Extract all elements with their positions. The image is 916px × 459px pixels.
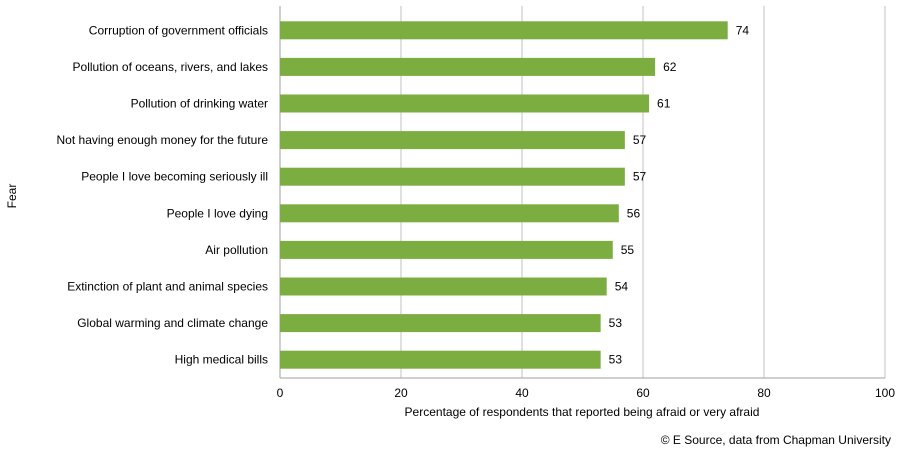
data-label: 61 (657, 97, 671, 111)
category-label: People I love becoming seriously ill (81, 170, 268, 184)
x-tick-label: 0 (277, 386, 284, 400)
data-label: 62 (663, 60, 677, 74)
bar (280, 167, 625, 186)
bar (280, 350, 601, 369)
x-tick-label: 60 (636, 386, 650, 400)
bar (280, 131, 625, 150)
data-label: 57 (633, 170, 647, 184)
bar (280, 204, 619, 223)
data-label: 57 (633, 133, 647, 147)
category-label: Air pollution (205, 243, 268, 257)
bar (280, 240, 613, 259)
x-tick-label: 80 (757, 386, 771, 400)
bar (280, 277, 607, 296)
x-axis-label: Percentage of respondents that reported … (405, 405, 760, 419)
x-tick-label: 20 (394, 386, 408, 400)
bar (280, 21, 728, 40)
data-label: 53 (609, 353, 623, 367)
category-label: Pollution of drinking water (131, 97, 268, 111)
category-label: Extinction of plant and animal species (67, 280, 268, 294)
category-label: Corruption of government officials (89, 23, 268, 37)
category-label: Not having enough money for the future (57, 133, 269, 147)
bar (280, 57, 656, 76)
category-label: High medical bills (175, 353, 268, 367)
bar (280, 314, 601, 333)
x-tick-label: 40 (515, 386, 529, 400)
data-label: 54 (615, 280, 629, 294)
category-label: Pollution of oceans, rivers, and lakes (73, 60, 268, 74)
category-label: Global warming and climate change (77, 316, 268, 330)
data-label: 56 (627, 206, 641, 220)
bar (280, 94, 650, 113)
data-label: 74 (736, 23, 750, 37)
source-note: © E Source, data from Chapman University (661, 433, 891, 447)
data-label: 55 (621, 243, 635, 257)
data-label: 53 (609, 316, 623, 330)
category-label: People I love dying (167, 206, 268, 220)
y-axis-label: Fear (5, 184, 19, 209)
x-tick-label: 100 (875, 386, 895, 400)
